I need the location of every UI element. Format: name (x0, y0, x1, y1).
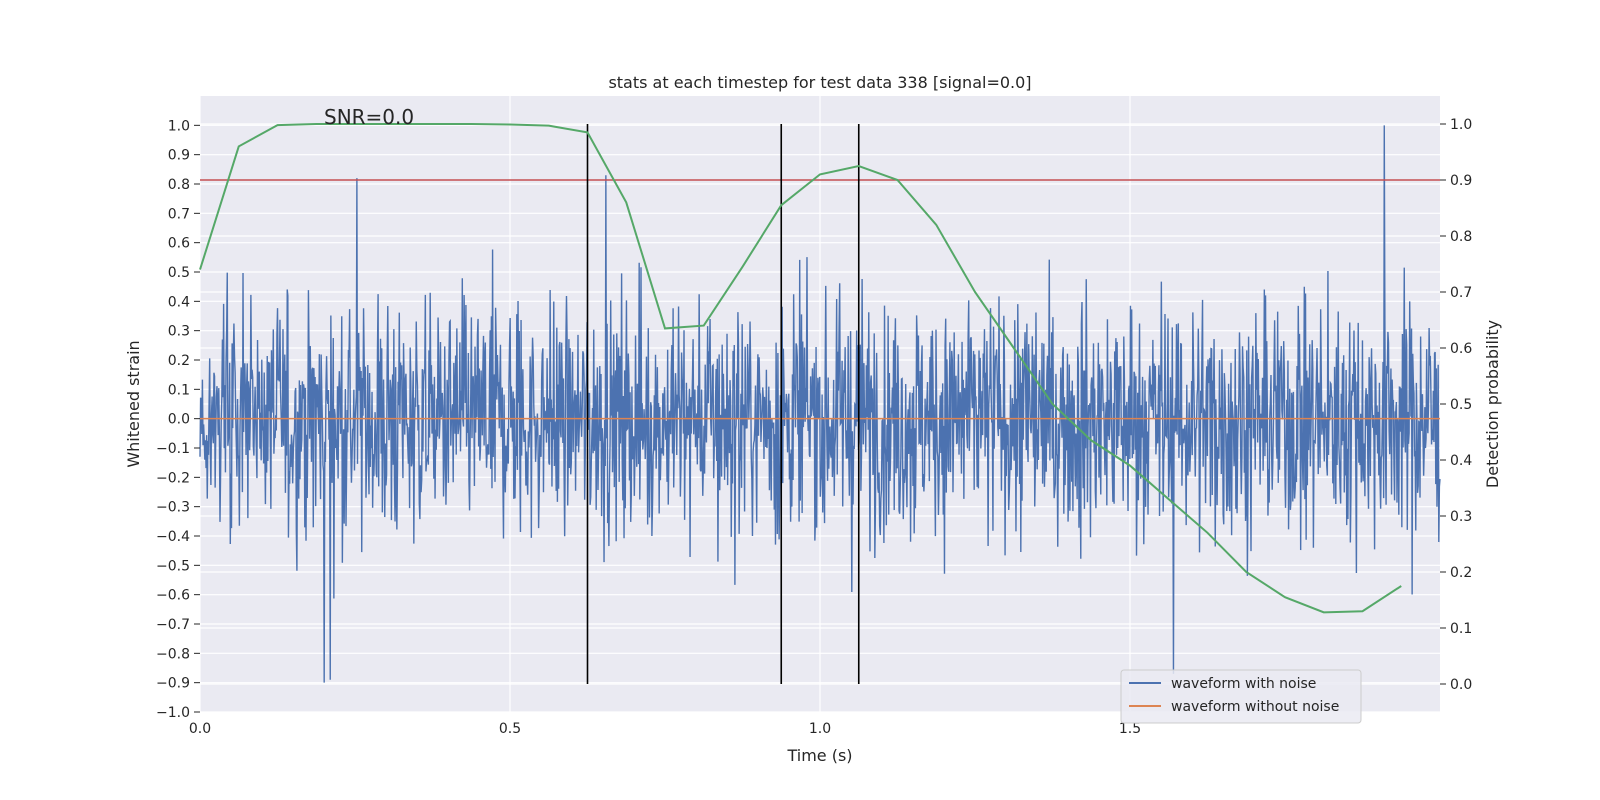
probability-line (199, 123, 1402, 614)
y-tick-label: 1.0 (168, 118, 190, 134)
y-tick-label: 0.0 (168, 412, 190, 428)
y2-tick-label: 0.6 (1450, 341, 1472, 357)
snr-annotation: SNR=0.0 (324, 105, 414, 129)
y-tick-label: −0.8 (156, 646, 190, 662)
y2-tick-label: 0.3 (1450, 509, 1472, 525)
legend: waveform with noise waveform without noi… (1120, 669, 1362, 724)
y-tick-label: 0.6 (168, 236, 190, 252)
y2-tick-label: 1.0 (1450, 117, 1472, 133)
y-tick-label: −0.1 (156, 441, 190, 457)
legend-box (1120, 669, 1362, 724)
y-tick-label: 0.5 (168, 265, 190, 281)
y2-tick-label: 0.5 (1450, 397, 1472, 413)
y-tick-label: −0.6 (156, 588, 190, 604)
legend-label-noise: waveform with noise (1171, 676, 1316, 692)
y-tick-label: 0.3 (168, 324, 190, 340)
chart-title: stats at each timestep for test data 338… (608, 73, 1031, 92)
y2-tick-label: 0.2 (1450, 565, 1472, 581)
y-tick-label: 0.8 (168, 177, 190, 193)
x-tick-label: 1.0 (809, 721, 831, 737)
y2-axis-label: Detection probability (1483, 320, 1502, 488)
x-ticks: 0.0 0.5 1.0 1.5 (189, 721, 1141, 737)
y2-tick-label: 0.4 (1450, 453, 1472, 469)
legend-label-clean: waveform without noise (1171, 699, 1339, 715)
y-tick-label: −0.9 (156, 676, 190, 692)
x-tick-label: 0.5 (499, 721, 521, 737)
x-tick-label: 0.0 (189, 721, 211, 737)
y-ticks: −1.0 −0.9 −0.8 −0.7 −0.6 −0.5 −0.4 −0.3 −0.2 −0.1… (156, 118, 200, 721)
y-tick-label: −0.3 (156, 500, 190, 516)
y2-tick-label: 0.7 (1450, 285, 1472, 301)
grid (199, 96, 1440, 713)
x-tick-label: 1.5 (1119, 721, 1141, 737)
y-tick-label: 0.1 (168, 382, 190, 398)
y-tick-label: −0.2 (156, 470, 190, 486)
series-detection-probability (199, 123, 1402, 614)
y-tick-label: 0.4 (168, 294, 190, 310)
x-axis-label: Time (s) (786, 746, 852, 765)
y2-tick-label: 0.8 (1450, 229, 1472, 245)
y-axis-label: Whitened strain (124, 340, 143, 467)
y-tick-label: 0.2 (168, 353, 190, 369)
y2-ticks: 0.0 0.1 0.2 0.3 0.4 0.5 0.6 0.7 0.8 0.9 1.0 (1440, 117, 1472, 693)
y2-tick-label: 0.1 (1450, 621, 1472, 637)
y-tick-label: −0.7 (156, 617, 190, 633)
y-tick-label: −1.0 (156, 705, 190, 721)
event-lines (586, 124, 860, 684)
y2-tick-label: 0.0 (1450, 677, 1472, 693)
y2-tick-label: 0.9 (1450, 173, 1472, 189)
y-tick-label: −0.5 (156, 558, 190, 574)
y-tick-label: −0.4 (156, 529, 190, 545)
y-tick-label: 0.9 (168, 148, 190, 164)
y-tick-label: 0.7 (168, 206, 190, 222)
